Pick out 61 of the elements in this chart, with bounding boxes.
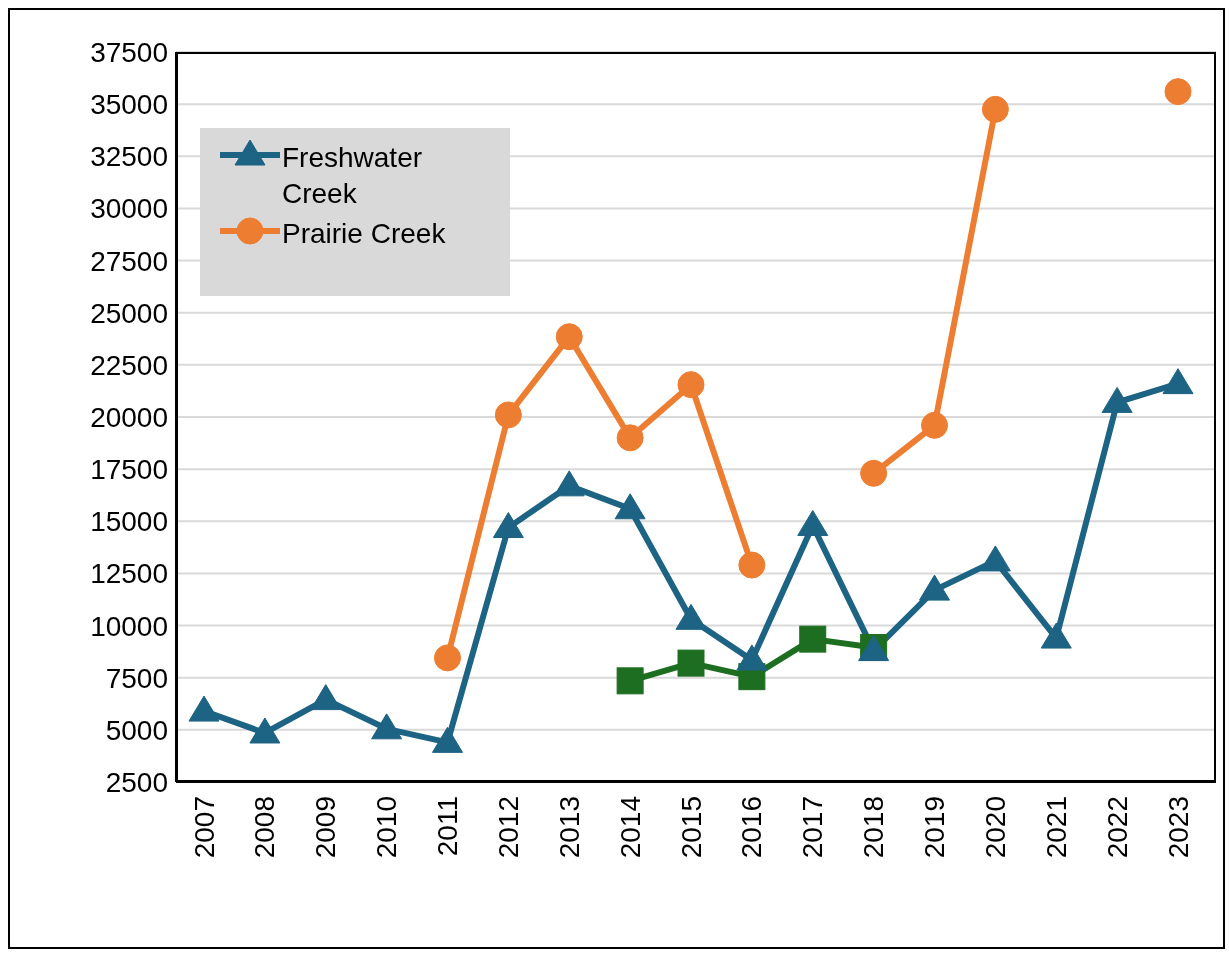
point bbox=[1162, 368, 1194, 395]
y-tick-label: 32500 bbox=[90, 141, 168, 173]
point bbox=[919, 574, 950, 601]
y-tick-label: 15000 bbox=[90, 506, 168, 538]
x-tick-label: 2007 bbox=[188, 796, 220, 859]
y-tick-label: 17500 bbox=[90, 454, 168, 486]
legend-label: Prairie Creek bbox=[282, 217, 447, 251]
x-tick-label: 2023 bbox=[1162, 796, 1194, 859]
point bbox=[736, 644, 768, 671]
point bbox=[677, 649, 705, 677]
y-tick-label: 35000 bbox=[90, 89, 168, 121]
point bbox=[371, 713, 403, 740]
x-tick-label: 2010 bbox=[371, 796, 403, 859]
y-tick-label: 25000 bbox=[90, 297, 168, 329]
legend-label: Freshwater Creek bbox=[282, 141, 424, 211]
point bbox=[738, 551, 766, 579]
y-tick-label: 37500 bbox=[90, 36, 168, 68]
point bbox=[1040, 622, 1072, 649]
point bbox=[432, 726, 463, 753]
x-tick-label: 2019 bbox=[919, 796, 950, 859]
point bbox=[1101, 386, 1133, 413]
point bbox=[494, 401, 522, 429]
point bbox=[979, 545, 1011, 572]
point bbox=[553, 470, 585, 497]
point bbox=[797, 509, 829, 536]
x-tick-label: 2009 bbox=[310, 796, 342, 859]
y-tick-label: 30000 bbox=[90, 193, 168, 225]
x-tick-label: 2013 bbox=[553, 796, 585, 859]
y-tick-label: 12500 bbox=[90, 558, 168, 590]
point bbox=[310, 684, 342, 711]
point bbox=[249, 717, 281, 744]
x-tick-label: 2017 bbox=[797, 796, 829, 859]
y-tick-label: 10000 bbox=[90, 610, 168, 642]
x-tick-label: 2014 bbox=[614, 796, 646, 859]
point bbox=[981, 95, 1009, 123]
point bbox=[860, 459, 888, 487]
point bbox=[799, 625, 827, 653]
point bbox=[675, 603, 707, 630]
x-tick-label: 2008 bbox=[249, 796, 281, 859]
point bbox=[614, 493, 646, 520]
x-tick-label: 2022 bbox=[1101, 796, 1133, 859]
y-tick-label: 2500 bbox=[105, 766, 168, 798]
point bbox=[677, 371, 705, 399]
point bbox=[492, 512, 524, 539]
x-tick-label: 2018 bbox=[858, 796, 890, 859]
y-tick-label: 7500 bbox=[105, 662, 168, 694]
x-tick-label: 2012 bbox=[492, 796, 524, 859]
x-tick-label: 2015 bbox=[675, 796, 707, 859]
y-tick-label: 20000 bbox=[90, 401, 168, 433]
x-tick-label: 2020 bbox=[979, 796, 1011, 859]
x-tick-label: 2011 bbox=[432, 796, 463, 857]
y-tick-label: 5000 bbox=[105, 714, 168, 746]
point bbox=[921, 411, 948, 439]
point bbox=[1164, 78, 1192, 106]
y-tick-label: 27500 bbox=[90, 245, 168, 277]
point bbox=[555, 323, 583, 351]
x-tick-label: 2016 bbox=[736, 796, 768, 859]
point bbox=[616, 424, 644, 452]
point bbox=[188, 695, 220, 722]
x-tick-label: 2021 bbox=[1040, 796, 1072, 859]
y-tick-label: 22500 bbox=[90, 349, 168, 381]
